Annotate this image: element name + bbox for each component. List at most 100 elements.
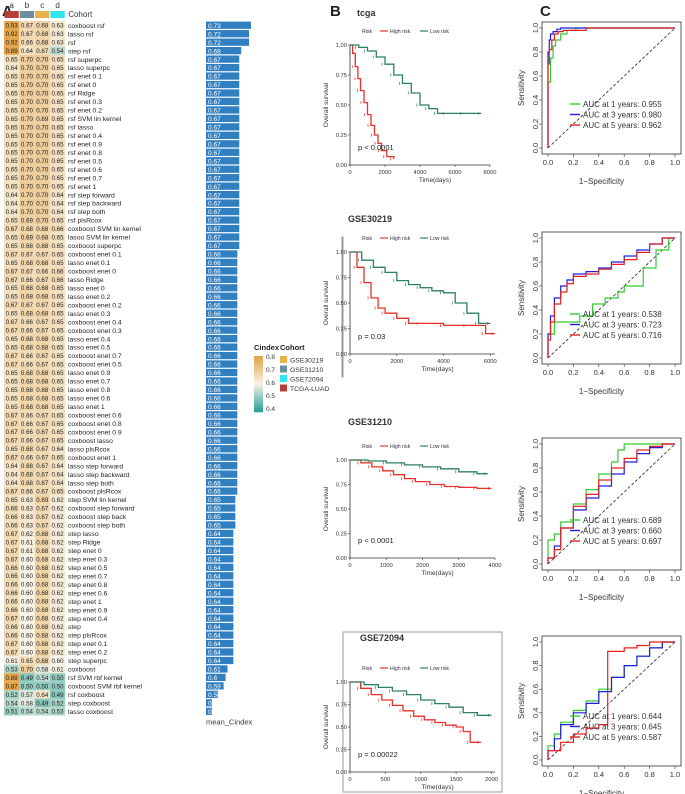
heatmap-cell <box>4 97 20 106</box>
heatmap-cell-value: 0.50 <box>52 675 65 682</box>
km-y-axis-label: Overall survival <box>323 486 330 531</box>
heatmap-cell-value: 0.67 <box>21 31 34 38</box>
heatmap-cell <box>4 410 20 420</box>
heatmap-cell <box>19 71 35 81</box>
heatmap-cell <box>49 308 66 318</box>
heatmap-cell-value: 0.66 <box>21 40 34 47</box>
heatmap-cell <box>19 249 35 259</box>
heatmap-cell-value: 0.65 <box>6 73 19 80</box>
heatmap-cell-value: 0.64 <box>52 480 65 487</box>
heatmap-cell <box>19 342 35 352</box>
heatmap-cell-value: 0.65 <box>6 260 19 267</box>
cindex-gradient-step <box>254 392 263 395</box>
model-name-label: coxboost enet 0.1 <box>68 252 122 259</box>
heatmap-cell <box>19 181 35 191</box>
km-x-axis-label: Time(days) <box>419 177 451 184</box>
heatmap-cell-value: 0.70 <box>36 90 49 97</box>
heatmap-cell-value: 0.66 <box>21 455 34 462</box>
mean-cindex-bar <box>206 157 240 165</box>
heatmap-cell-value: 0.67 <box>36 438 49 445</box>
heatmap-cell-value: 0.68 <box>36 641 49 648</box>
mean-cindex-value: 0.61 <box>208 667 221 674</box>
heatmap-cell-value: 0.49 <box>52 692 65 699</box>
heatmap-cell <box>19 546 35 555</box>
cindex-gradient-step <box>254 388 263 391</box>
km-y-tick-label: 1.00 <box>336 43 347 49</box>
heatmap-cell-value: 0.67 <box>21 251 34 258</box>
roc-y-tick-label: 0.8 <box>531 47 540 57</box>
heatmap-cell <box>19 571 35 581</box>
km-title: GSE30219 <box>348 214 392 224</box>
km-legend-label: Low risk <box>430 236 449 242</box>
km-x-tick-label: 1000 <box>414 777 427 783</box>
heatmap-cell <box>49 249 66 259</box>
km-y-tick-label: 0.75 <box>336 276 347 282</box>
heatmap-cell-value: 0.64 <box>6 201 19 208</box>
model-name-label: step enet 1 <box>68 599 102 606</box>
km-x-tick-label: 0 <box>348 170 351 176</box>
roc-x-tick-label: 0.6 <box>619 158 629 167</box>
heatmap-cell-value: 0.65 <box>52 150 65 157</box>
heatmap-cell <box>19 664 35 674</box>
mean-cindex-bar <box>206 360 238 368</box>
mean-cindex-value: 0.53 <box>208 709 221 716</box>
model-name-label: coxboost SVM rbf kernel <box>68 684 143 691</box>
heatmap-cell-value: 0.67 <box>6 319 19 326</box>
heatmap-cell <box>34 359 50 369</box>
heatmap-cell <box>19 427 35 437</box>
heatmap-cell-value: 0.64 <box>52 463 65 470</box>
heatmap-cell <box>19 292 35 301</box>
heatmap-cell-value: 0.68 <box>36 23 49 30</box>
cindex-gradient-step <box>254 400 263 403</box>
mean-cindex-bar <box>206 419 238 427</box>
model-name-label: coxboost plsRcox <box>68 489 122 496</box>
km-x-tick-label: 2000 <box>379 170 392 176</box>
heatmap-cell <box>19 215 35 225</box>
heatmap-cell <box>4 266 20 276</box>
roc-y-tick-label: 0.8 <box>531 257 540 267</box>
heatmap-cell-value: 0.68 <box>21 345 34 352</box>
heatmap-cell <box>4 385 20 394</box>
heatmap-cell <box>49 342 66 352</box>
mean-cindex-value: 0.66 <box>208 311 221 318</box>
km-title: tcga <box>357 8 377 18</box>
mean-cindex-value: 0.66 <box>208 345 221 352</box>
heatmap-cell <box>19 131 35 140</box>
heatmap-cell <box>49 690 66 699</box>
heatmap-cell <box>4 546 20 555</box>
heatmap-cell-value: 0.63 <box>21 522 34 529</box>
heatmap-cell <box>19 503 35 513</box>
heatmap-cell-value: 0.70 <box>36 217 49 224</box>
heatmap-cell-value: 0.62 <box>52 497 65 504</box>
heatmap-cell <box>4 681 20 691</box>
heatmap-cell <box>19 605 35 614</box>
model-name-label: rsf enet 1 <box>68 184 97 191</box>
mean-cindex-bar <box>206 538 234 546</box>
mean-cindex-value: 0.67 <box>208 201 221 208</box>
mean-cindex-value: 0.64 <box>208 658 221 665</box>
heatmap-cell <box>19 334 35 343</box>
heatmap-legend: Cindex 0.8 0.7 0.6 0.5 0.4 Cohort GSE30219 GSE31… <box>254 343 329 413</box>
heatmap-cell-value: 0.68 <box>36 336 49 343</box>
mean-cindex-value: 0.66 <box>208 396 221 403</box>
roc-curve-5-years <box>547 27 675 148</box>
roc-x-axis-label: 1−Specificity <box>579 177 624 186</box>
heatmap-cell-value: 0.68 <box>21 336 34 343</box>
heatmap-cell <box>4 300 20 309</box>
heatmap-cell <box>49 385 66 394</box>
cohort-header-label: Cohort <box>68 10 93 19</box>
mean-cindex-value: 0.66 <box>208 328 221 335</box>
km-y-tick-label: 0.00 <box>336 556 347 562</box>
roc-legend-label: AUC at 5 years: 0.587 <box>583 733 662 742</box>
mean-cindex-bar <box>206 690 218 698</box>
heatmap-cell-value: 0.70 <box>36 175 49 182</box>
model-name-label: step coxboost <box>68 700 110 707</box>
mean-cindex-bar <box>206 521 236 529</box>
heatmap-cell-value: 0.67 <box>36 412 49 419</box>
heatmap-cell-value: 0.70 <box>36 65 49 72</box>
model-name-label: lasso enet 0.3 <box>68 311 111 318</box>
heatmap-cell-value: 0.60 <box>52 658 65 665</box>
mean-cindex-value: 0.66 <box>208 285 221 292</box>
model-name-label: rsf SVM rbf kernel <box>68 675 123 682</box>
